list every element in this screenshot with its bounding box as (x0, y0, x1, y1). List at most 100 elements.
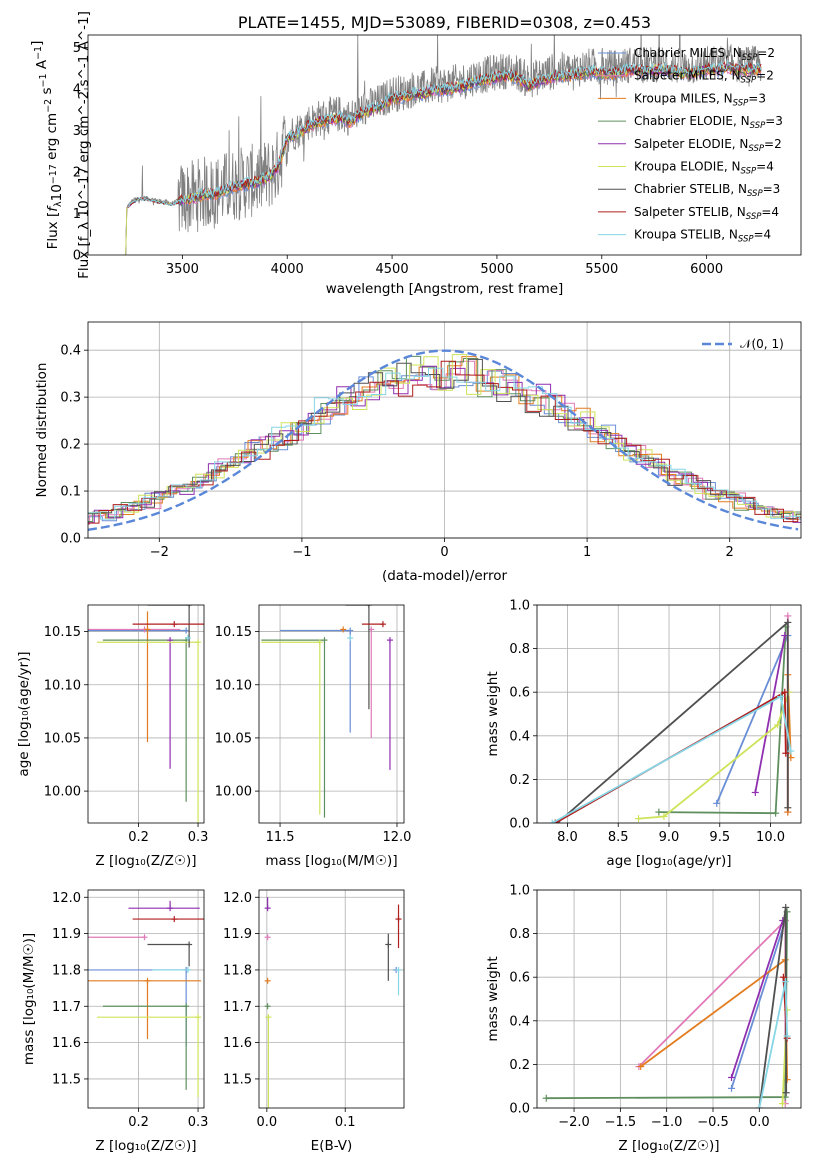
histogram-series (88, 365, 801, 524)
legend-label-main: Chabrier ELODIE, N (634, 114, 750, 128)
chart-title: PLATE=1455, MJD=53089, FIBERID=0308, z=0… (238, 13, 651, 32)
legend-label: Chabrier MILES, NSSP=2 (634, 46, 775, 63)
data-point (261, 639, 323, 815)
data-point (386, 637, 393, 770)
data-point (347, 634, 354, 641)
x-tick-label: 5500 (585, 262, 618, 277)
legend-label-sub: SSP (750, 121, 766, 131)
weight-series-line (730, 920, 787, 1089)
axes-age-vs-Z: 0.2 0.3 10.00 10.05 10.10 10.15 (44, 605, 209, 845)
data-point (385, 933, 392, 981)
y-label-part: 10 (49, 184, 65, 201)
y-tick-label: 10.05 (215, 731, 252, 746)
y-tick-label: 0 (73, 249, 81, 264)
x-tick-label: 9.0 (659, 830, 680, 845)
data-point (102, 637, 190, 802)
y-tick-label: 0.2 (509, 1058, 530, 1073)
weight-series-line (758, 907, 788, 1108)
histogram-series (88, 360, 801, 525)
data-point (96, 1014, 202, 1098)
data-point (96, 639, 202, 823)
data-point (132, 621, 204, 628)
y-label-part: A (34, 59, 50, 73)
y-tick-label: 0.6 (509, 686, 530, 701)
y-label-part: f (45, 205, 61, 212)
y-tick-label: 10.15 (44, 625, 81, 640)
x-tick-label: 9.5 (709, 830, 730, 845)
frame-age-vs-mass (258, 604, 405, 824)
x-tick-label: 8.0 (557, 830, 578, 845)
x-tick-label: 4500 (376, 262, 409, 277)
legend-label-sub: SSP (741, 76, 757, 86)
y-tick-label: 0.0 (509, 817, 530, 832)
data-point (184, 634, 191, 641)
x-tick-label: 3500 (166, 262, 199, 277)
histogram-series (88, 360, 801, 524)
y-tick-label: 1 (73, 207, 81, 222)
legend-label-main: Salpeter MILES, N (634, 69, 741, 83)
x-axis-label: E(B-V) (311, 1138, 353, 1154)
legend-label-sub: SSP (748, 144, 764, 154)
y-axis-label: age [log₁₀(age/yr)] (16, 651, 32, 776)
x-tick-label: 1 (583, 545, 591, 560)
legend-label-main: Chabrier STELIB, N (634, 182, 747, 196)
data-point (167, 637, 174, 769)
y-tick-label: 12.0 (52, 891, 81, 906)
legend-label-suffix: =4 (761, 205, 779, 219)
weight-series-line (754, 635, 786, 793)
legend-label-suffix: =4 (754, 228, 772, 242)
x-tick-label: 6000 (690, 262, 723, 277)
x-tick-label: 0.1 (335, 1115, 356, 1130)
x-tick-label: 0.3 (188, 830, 209, 845)
x-tick-label: 0.3 (188, 1115, 209, 1130)
x-tick-label: −2.0 (558, 1115, 590, 1130)
y-tick-label: 0.4 (60, 344, 81, 359)
y-axis-label: Normed distribution (34, 363, 50, 498)
axes-mass-vs-EBV: 0.0 0.1 11.5 11.6 11.7 11.8 11.9 12.0 (223, 890, 404, 1130)
y-tick-label: 0.4 (509, 729, 530, 744)
data-point (132, 916, 204, 923)
normal-curve (88, 349, 799, 531)
mass-vs-EBV-plot-area (264, 897, 402, 1108)
legend-label-suffix: =2 (757, 46, 775, 60)
y-tick-label: 10.00 (215, 785, 252, 800)
y-tick-label: 0.1 (60, 485, 81, 500)
data-point (128, 900, 200, 912)
legend-label-suffix: =4 (756, 160, 774, 174)
histogram-series (88, 354, 801, 518)
legend-label-main: Chabrier MILES, N (634, 46, 742, 60)
y-tick-label: 10.10 (215, 678, 252, 693)
mass-vs-Z-plot-area (88, 900, 204, 1098)
y-tick-label: 0.2 (60, 438, 81, 453)
data-point (147, 941, 193, 967)
y-tick-label: 2 (73, 165, 81, 180)
legend-label-suffix: =2 (756, 69, 774, 83)
residuals-legend: 𝒩(0, 1) (702, 337, 784, 351)
legend-label-sub: SSP (738, 235, 754, 245)
data-point (152, 966, 191, 973)
y-tick-label: 11.9 (52, 927, 81, 942)
x-tick-label: 4000 (271, 262, 304, 277)
y-tick-label: 0.0 (509, 1102, 530, 1117)
y-tick-label: 11.6 (52, 1036, 81, 1051)
legend-label: 𝒩(0, 1) (740, 337, 784, 351)
spectrum-model-line (127, 60, 762, 208)
y-tick-label: 11.5 (223, 1072, 252, 1087)
y-label-part: −1 (33, 46, 44, 60)
y-label-part: −17 (48, 164, 59, 184)
weight-series-line (715, 635, 789, 804)
data-point (88, 934, 148, 941)
y-tick-label: 11.8 (52, 963, 81, 978)
data-point (395, 966, 402, 996)
y-tick-label: 0.8 (509, 927, 530, 942)
y-axis-label: mass weight (485, 671, 501, 756)
x-tick-label: 10.0 (756, 830, 785, 845)
data-point (265, 1014, 272, 1108)
weight-series-line (551, 695, 792, 823)
y-tick-label: 0.6 (509, 971, 530, 986)
y-tick-label: 11.8 (223, 963, 252, 978)
y-label-part: −1 (38, 73, 49, 87)
data-point (280, 627, 354, 733)
